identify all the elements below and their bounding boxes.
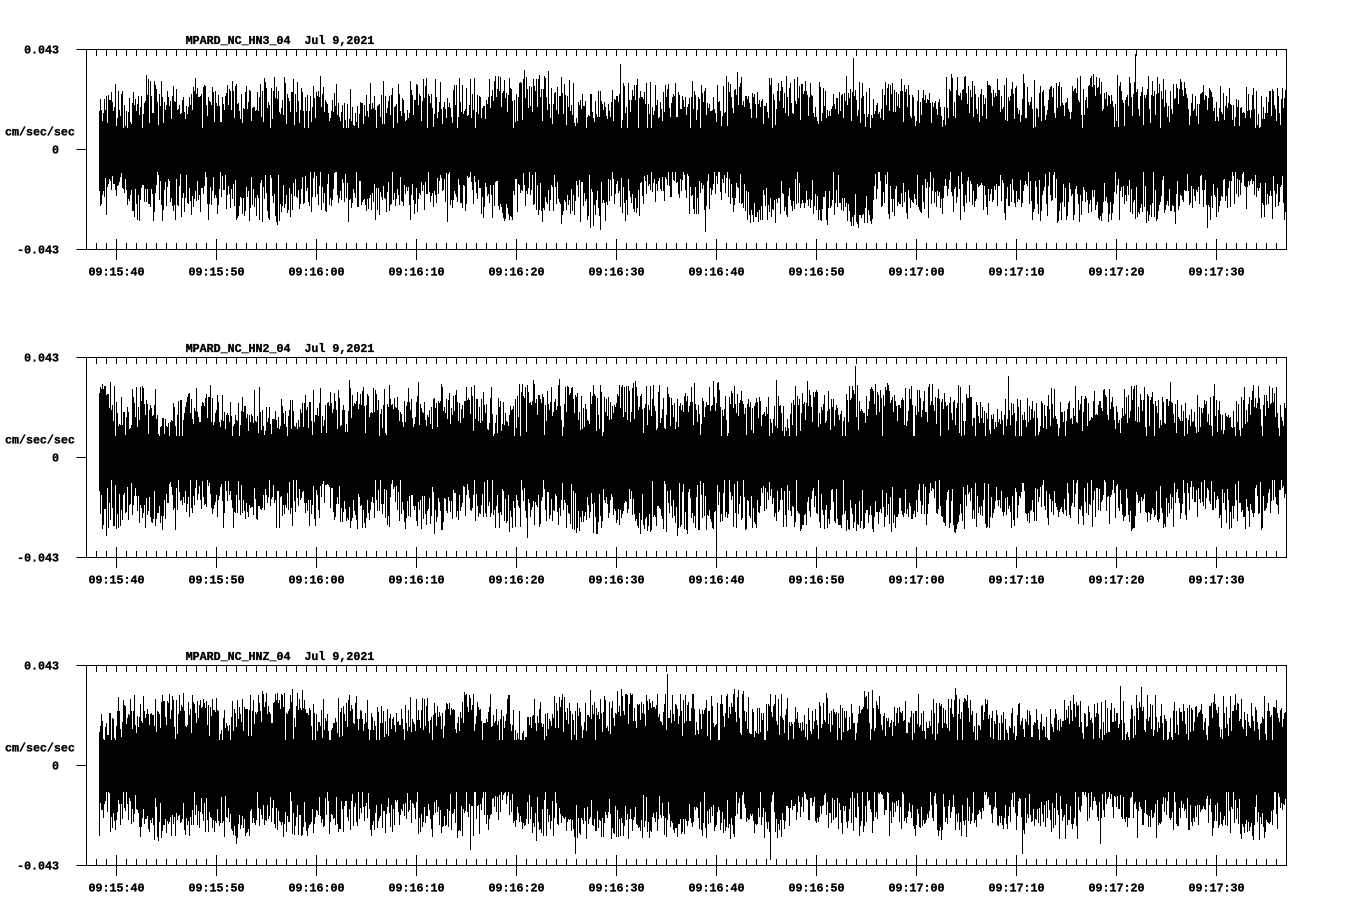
svg-text:09:17:10: 09:17:10 (989, 575, 1045, 588)
svg-text:09:16:40: 09:16:40 (689, 575, 745, 588)
svg-text:0: 0 (52, 145, 59, 158)
svg-text:09:16:00: 09:16:00 (289, 575, 345, 588)
svg-text:0.043: 0.043 (24, 45, 59, 58)
svg-text:09:16:30: 09:16:30 (589, 575, 645, 588)
svg-text:0: 0 (52, 453, 59, 466)
svg-text:09:15:40: 09:15:40 (89, 883, 145, 896)
svg-text:09:16:20: 09:16:20 (489, 883, 545, 896)
svg-text:09:17:00: 09:17:00 (889, 883, 945, 896)
svg-text:09:17:00: 09:17:00 (889, 267, 945, 280)
svg-text:09:15:50: 09:15:50 (189, 575, 245, 588)
svg-text:09:15:40: 09:15:40 (89, 267, 145, 280)
svg-text:09:16:00: 09:16:00 (289, 267, 345, 280)
svg-text:09:15:50: 09:15:50 (189, 883, 245, 896)
svg-text:09:16:10: 09:16:10 (389, 575, 445, 588)
svg-text:09:17:20: 09:17:20 (1089, 883, 1145, 896)
svg-text:09:17:00: 09:17:00 (889, 575, 945, 588)
svg-text:09:16:10: 09:16:10 (389, 883, 445, 896)
svg-text:-0.043: -0.043 (17, 553, 59, 566)
svg-text:09:16:40: 09:16:40 (689, 267, 745, 280)
svg-text:09:16:20: 09:16:20 (489, 267, 545, 280)
svg-text:09:16:30: 09:16:30 (589, 883, 645, 896)
svg-text:0.043: 0.043 (24, 661, 59, 674)
svg-text:0: 0 (52, 761, 59, 774)
svg-text:09:15:40: 09:15:40 (89, 575, 145, 588)
svg-text:-0.043: -0.043 (17, 861, 59, 874)
svg-text:09:17:30: 09:17:30 (1189, 267, 1245, 280)
svg-text:09:17:20: 09:17:20 (1089, 575, 1145, 588)
svg-text:09:16:00: 09:16:00 (289, 883, 345, 896)
svg-text:MPARD_NC_HNZ_04 Jul 9,2021: MPARD_NC_HNZ_04 Jul 9,2021 (186, 651, 375, 664)
svg-text:MPARD_NC_HN3_04 Jul 9,2021: MPARD_NC_HN3_04 Jul 9,2021 (186, 35, 375, 48)
svg-text:09:16:50: 09:16:50 (789, 267, 845, 280)
svg-text:09:17:30: 09:17:30 (1189, 883, 1245, 896)
svg-text:09:16:40: 09:16:40 (689, 883, 745, 896)
svg-text:09:17:30: 09:17:30 (1189, 575, 1245, 588)
svg-text:cm/sec/sec: cm/sec/sec (5, 127, 75, 140)
svg-text:09:16:20: 09:16:20 (489, 575, 545, 588)
svg-text:09:16:10: 09:16:10 (389, 267, 445, 280)
svg-text:09:16:30: 09:16:30 (589, 267, 645, 280)
svg-text:cm/sec/sec: cm/sec/sec (5, 435, 75, 448)
svg-text:09:17:10: 09:17:10 (989, 883, 1045, 896)
svg-text:cm/sec/sec: cm/sec/sec (5, 743, 75, 756)
svg-text:09:15:50: 09:15:50 (189, 267, 245, 280)
svg-text:09:17:10: 09:17:10 (989, 267, 1045, 280)
svg-text:09:16:50: 09:16:50 (789, 883, 845, 896)
svg-text:0.043: 0.043 (24, 353, 59, 366)
svg-text:09:16:50: 09:16:50 (789, 575, 845, 588)
svg-text:09:17:20: 09:17:20 (1089, 267, 1145, 280)
svg-text:-0.043: -0.043 (17, 245, 59, 258)
svg-text:MPARD_NC_HN2_04 Jul 9,2021: MPARD_NC_HN2_04 Jul 9,2021 (186, 343, 375, 356)
